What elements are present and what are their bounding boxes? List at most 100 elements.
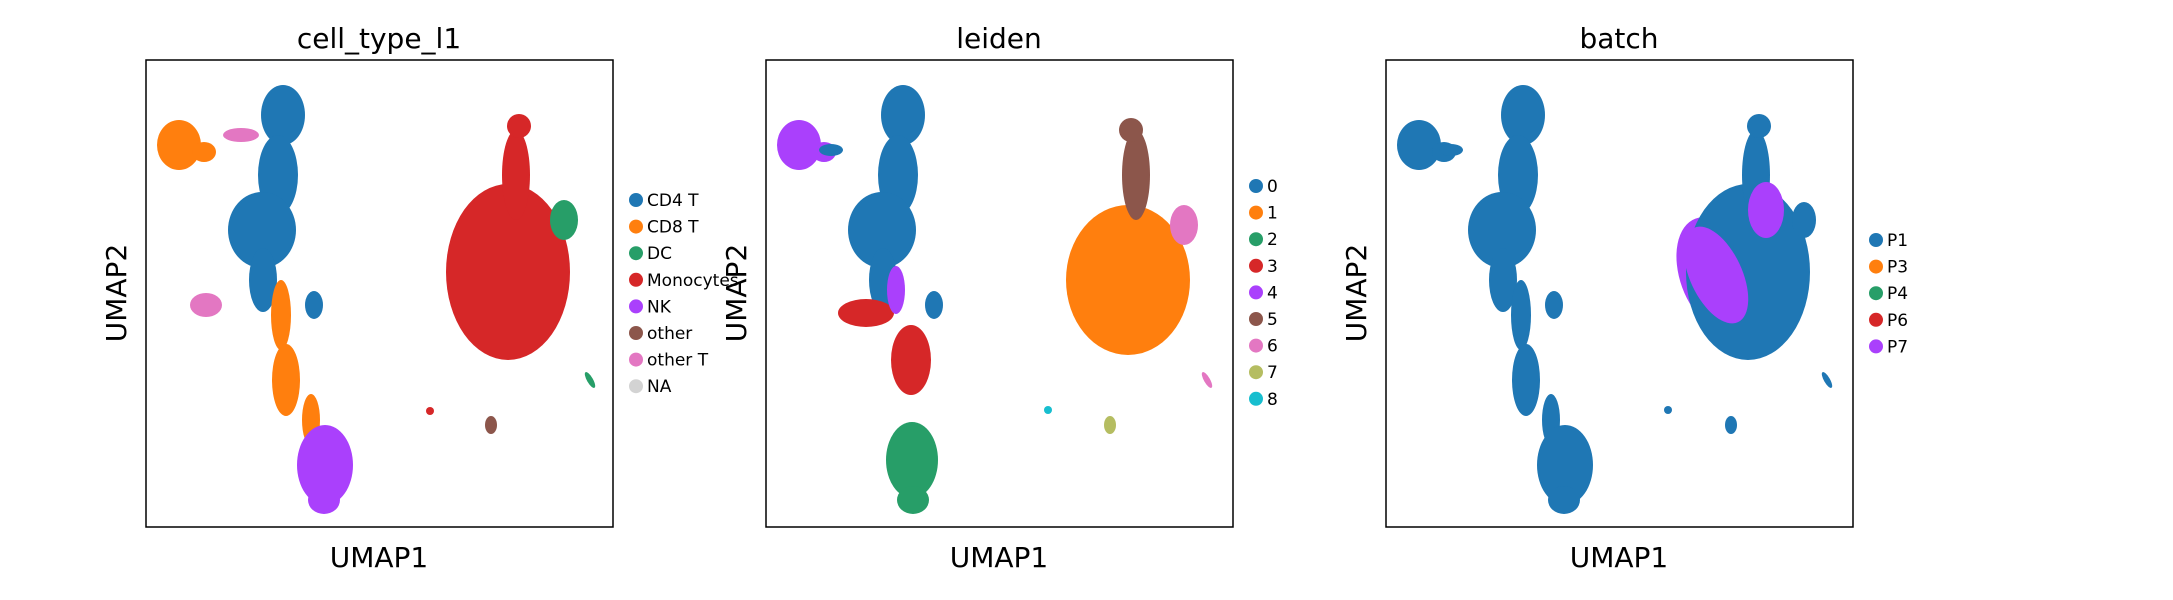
cluster-p1 <box>1512 344 1540 416</box>
cluster-cd4-t <box>305 291 323 319</box>
legend-label: 0 <box>1267 177 1278 197</box>
cluster-other-t <box>223 128 259 142</box>
legend-label: 6 <box>1267 337 1278 357</box>
legend-marker <box>1249 365 1263 380</box>
cluster-p1 <box>1548 486 1580 514</box>
cluster-cd4-t <box>261 85 305 145</box>
cluster-p1 <box>1537 425 1593 505</box>
legend-label: CD4 T <box>647 191 699 211</box>
scatter-points <box>777 85 1213 514</box>
cluster-5 <box>1122 130 1150 220</box>
legend-label: P1 <box>1887 231 1908 251</box>
legend-marker <box>1249 391 1263 406</box>
cluster-dc <box>550 200 578 240</box>
panel-batch: batch UMAP1 UMAP2 P1 P3 P4 P6 P7 <box>1340 22 1908 574</box>
cluster-cd8-t <box>157 120 201 170</box>
legend-marker <box>629 379 643 394</box>
legend-marker <box>1249 179 1263 193</box>
cluster-p1 <box>1545 291 1563 319</box>
cluster-0 <box>819 144 843 156</box>
x-axis-label: UMAP1 <box>950 541 1049 574</box>
legend-marker <box>629 299 643 314</box>
panel-title: cell_type_l1 <box>297 22 461 55</box>
y-axis-label: UMAP2 <box>720 244 753 343</box>
cluster-monocytes <box>502 130 530 220</box>
plot-frame <box>765 59 1234 528</box>
legend-marker <box>1249 285 1263 300</box>
cluster-monocytes <box>446 184 570 360</box>
cluster-0 <box>925 291 943 319</box>
cluster-cd8-t <box>271 280 291 350</box>
cluster-p1 <box>1468 192 1536 268</box>
cluster-7 <box>1104 416 1116 434</box>
legend-label: 2 <box>1267 230 1278 250</box>
y-axis-label: UMAP2 <box>1340 244 1373 343</box>
x-axis-label: UMAP1 <box>1570 541 1669 574</box>
legend-label: 5 <box>1267 310 1278 330</box>
legend-label: Monocytes <box>647 271 739 291</box>
cluster-p1 <box>1792 202 1816 238</box>
cluster-2 <box>897 486 929 514</box>
cluster-nk <box>297 425 353 505</box>
legend-label: P6 <box>1887 311 1908 331</box>
legend: 0 1 2 3 4 5 6 7 8 <box>1249 177 1278 410</box>
legend-marker <box>629 246 643 261</box>
cluster-p1 <box>1664 406 1672 414</box>
legend-marker <box>1249 312 1263 326</box>
legend-label: CD8 T <box>647 218 699 238</box>
cluster-1 <box>1066 205 1190 355</box>
legend-marker <box>1869 339 1883 354</box>
legend: CD4 T CD8 T DC Monocytes NK other other T NA <box>629 191 739 397</box>
plot-frame <box>1385 59 1854 528</box>
panel-title: leiden <box>956 22 1042 55</box>
legend-marker <box>1869 233 1883 247</box>
legend-label: NA <box>647 377 672 397</box>
cluster-p1 <box>1439 144 1463 156</box>
cluster-0 <box>881 85 925 145</box>
legend-marker <box>629 326 643 340</box>
legend-label: 1 <box>1267 204 1278 224</box>
scatter-points <box>1397 85 1833 514</box>
scatter-points <box>157 85 596 514</box>
legend-label: other T <box>647 351 709 371</box>
cluster-3 <box>891 325 931 395</box>
cluster-4 <box>777 120 821 170</box>
legend-marker <box>1249 205 1263 220</box>
legend-label: NK <box>647 297 672 317</box>
legend-label: P7 <box>1887 337 1908 357</box>
legend-marker <box>1869 259 1883 274</box>
cluster-p1 <box>1397 120 1441 170</box>
cluster-2 <box>886 422 938 498</box>
cluster-monocytes <box>426 407 434 415</box>
legend-marker <box>1869 286 1883 301</box>
legend-marker <box>1249 232 1263 247</box>
legend-label: DC <box>647 244 672 264</box>
legend-marker <box>629 219 643 234</box>
cluster-cd4-t <box>249 248 277 312</box>
legend-label: P3 <box>1887 258 1908 278</box>
cluster-p1 <box>1821 372 1833 388</box>
cluster-other-t <box>190 293 222 317</box>
legend-label: 7 <box>1267 363 1278 383</box>
cluster-8 <box>1044 406 1052 414</box>
cluster-p1 <box>1501 85 1545 145</box>
legend: P1 P3 P4 P6 P7 <box>1869 231 1908 357</box>
x-axis-label: UMAP1 <box>330 541 429 574</box>
legend-marker <box>629 193 643 207</box>
legend-marker <box>1869 312 1883 327</box>
legend-marker <box>629 352 643 367</box>
cluster-other <box>485 416 497 434</box>
cluster-cd4-t <box>228 192 296 268</box>
cluster-4 <box>887 266 905 314</box>
legend-marker <box>1249 338 1263 353</box>
cluster-cd8-t <box>192 142 216 162</box>
legend-marker <box>1249 258 1263 273</box>
cluster-p1 <box>1489 248 1517 312</box>
cluster-5 <box>1119 118 1143 142</box>
legend-label: other <box>647 324 692 344</box>
legend-label: 4 <box>1267 283 1278 303</box>
legend-marker <box>629 272 643 287</box>
legend-label: P4 <box>1887 284 1908 304</box>
legend-label: 3 <box>1267 257 1278 277</box>
